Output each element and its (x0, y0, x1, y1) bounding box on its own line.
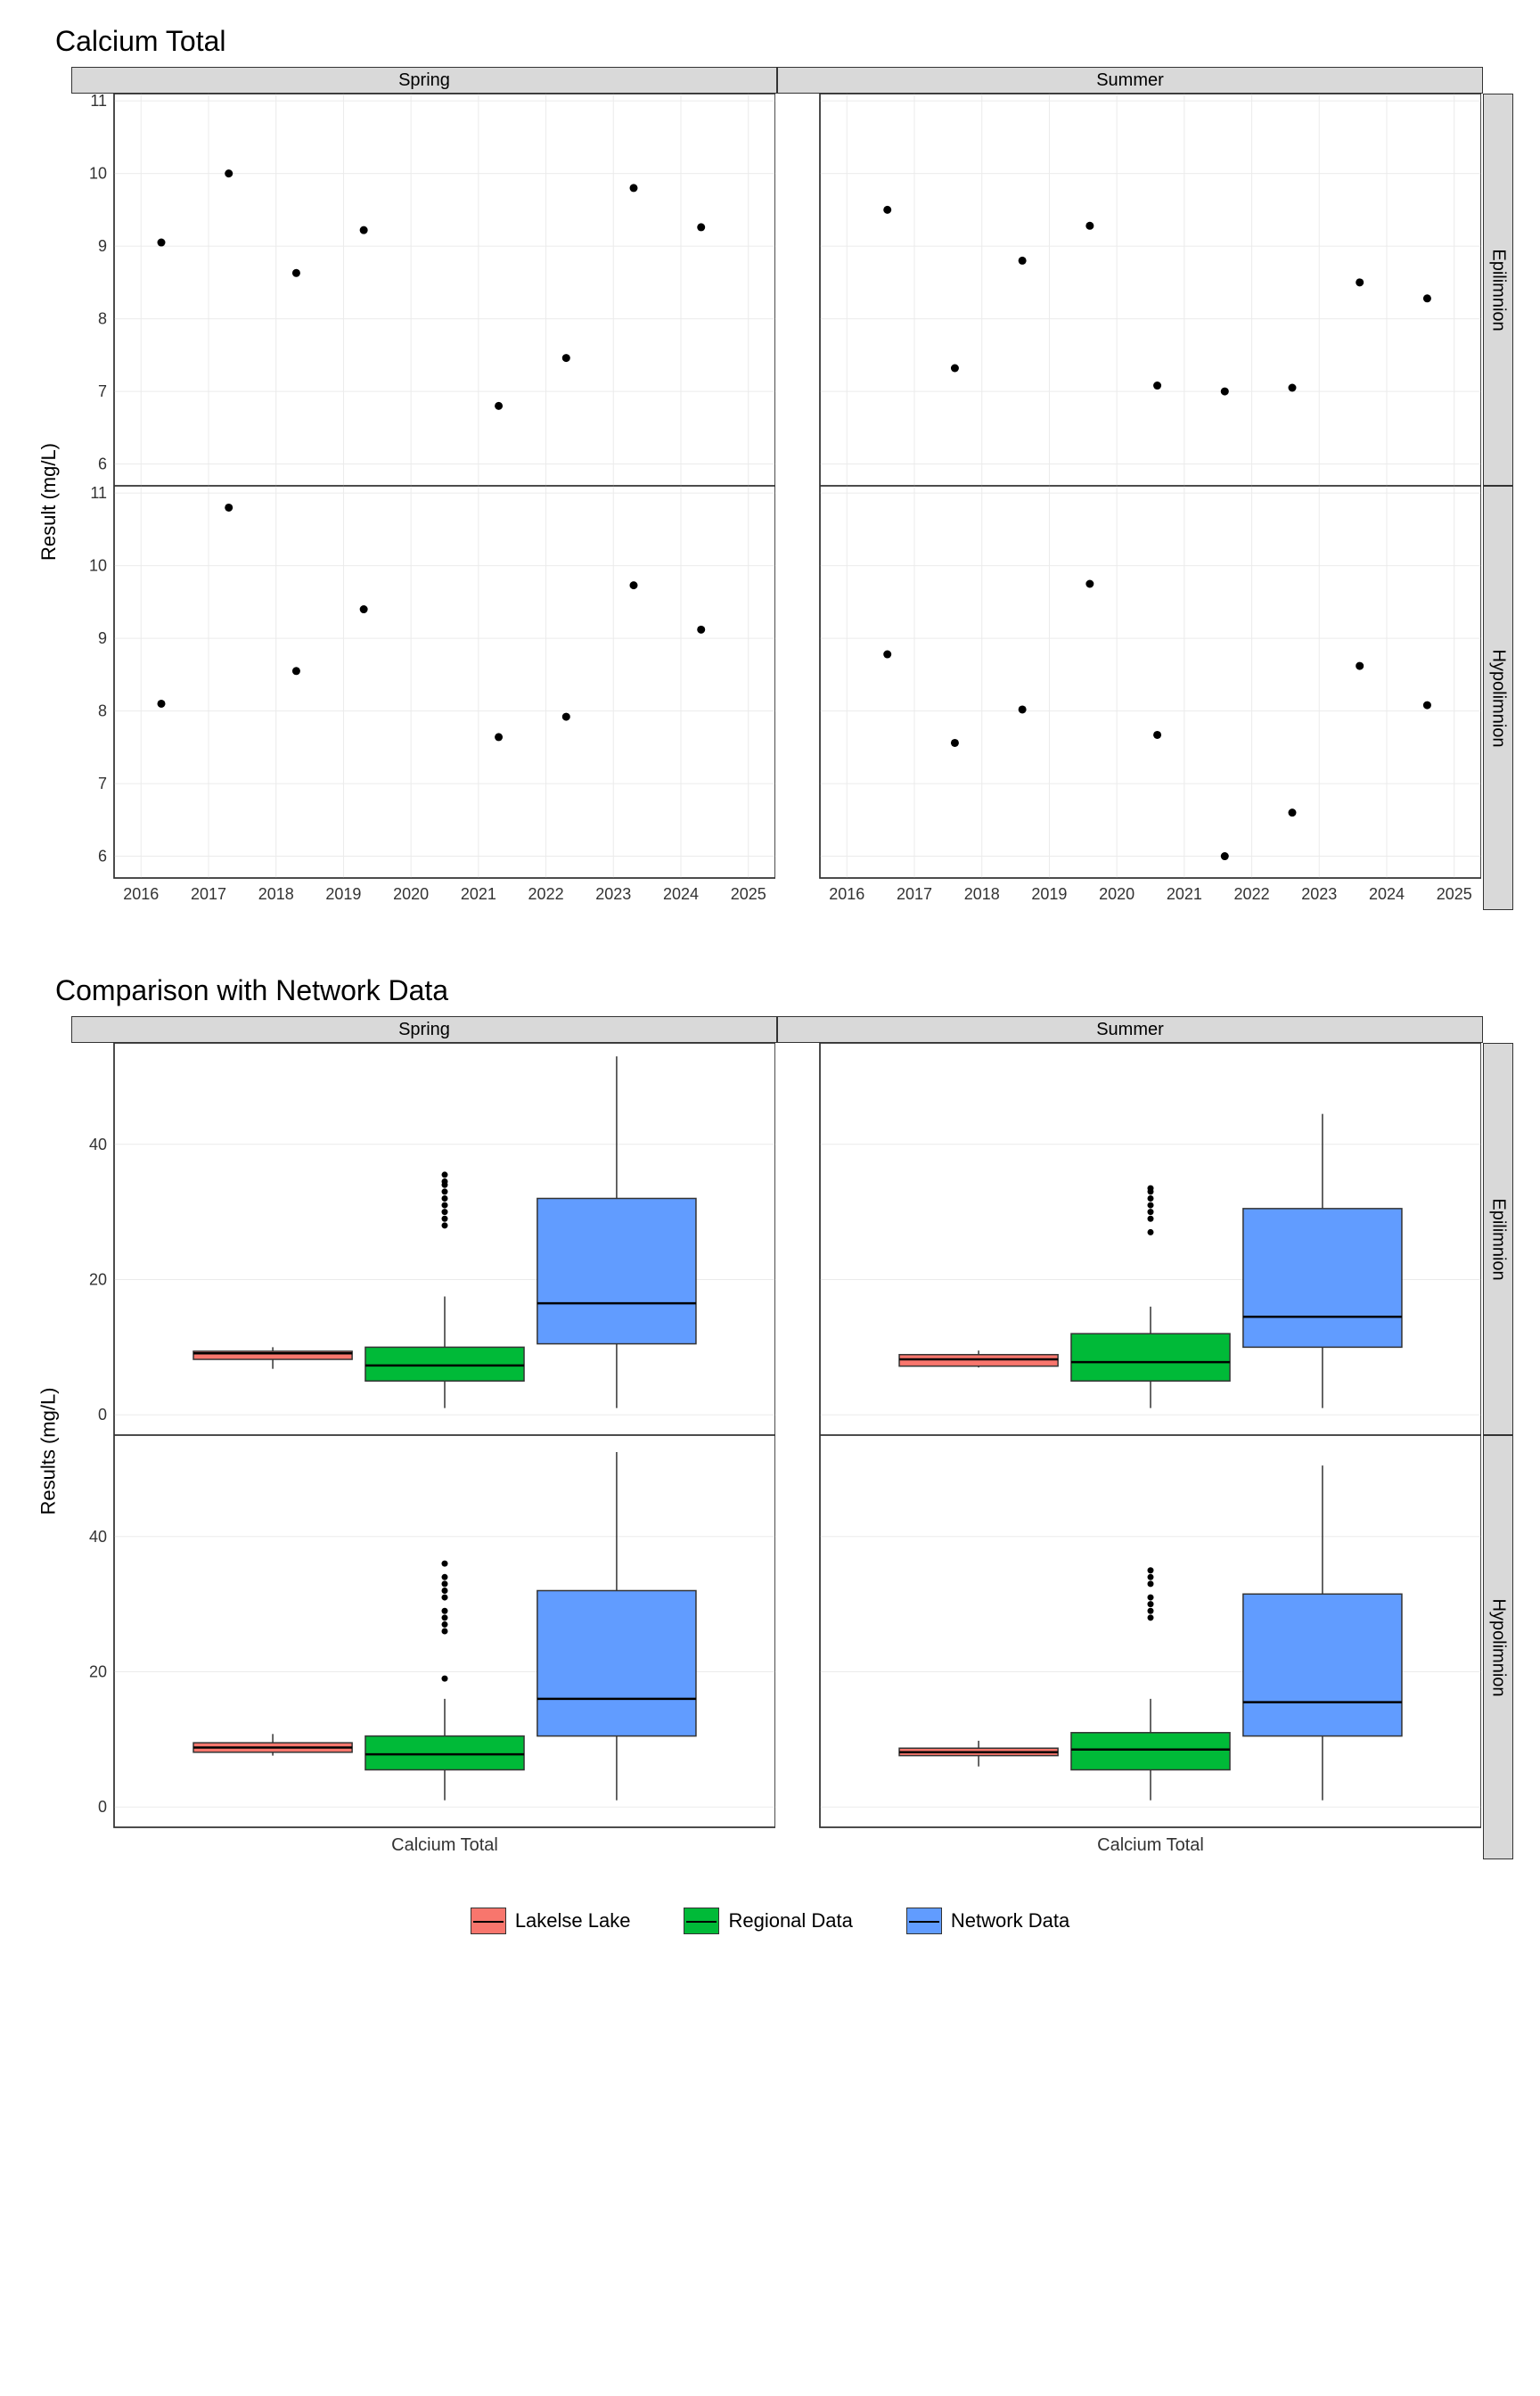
svg-text:2020: 2020 (393, 885, 429, 903)
svg-text:2022: 2022 (528, 885, 564, 903)
svg-text:2022: 2022 (1234, 885, 1270, 903)
svg-text:2021: 2021 (1167, 885, 1202, 903)
svg-text:6: 6 (98, 455, 107, 473)
svg-text:2025: 2025 (1437, 885, 1472, 903)
svg-text:2025: 2025 (731, 885, 766, 903)
scatter-title: Calcium Total (55, 25, 1513, 58)
legend-key (684, 1908, 719, 1934)
legend-item: Regional Data (684, 1908, 852, 1934)
boxchart-panel (777, 1043, 1483, 1435)
page-root: Calcium Total Result (mg/L) Spring Summe… (0, 0, 1540, 1952)
boxchart-y-axis-title: Results (mg/L) (27, 1043, 71, 1859)
boxchart-title: Comparison with Network Data (55, 974, 1513, 1007)
boxchart-row-strip-epi: Epilimnion (1483, 1043, 1513, 1435)
boxchart-row-strip-hypo: Hypolimnion (1483, 1435, 1513, 1859)
svg-text:2019: 2019 (325, 885, 361, 903)
svg-text:Calcium Total: Calcium Total (1097, 1835, 1204, 1855)
svg-text:2019: 2019 (1031, 885, 1067, 903)
svg-text:9: 9 (98, 629, 107, 647)
legend-label: Lakelse Lake (515, 1909, 631, 1932)
svg-text:20: 20 (89, 1271, 107, 1289)
scatter-y-axis-title: Result (mg/L) (27, 94, 71, 910)
legend-label: Network Data (951, 1909, 1069, 1932)
legend-key (471, 1908, 506, 1934)
svg-text:2016: 2016 (829, 885, 864, 903)
svg-text:8: 8 (98, 702, 107, 720)
boxchart-col-strip-summer: Summer (777, 1016, 1483, 1043)
svg-text:2020: 2020 (1099, 885, 1135, 903)
svg-text:9: 9 (98, 237, 107, 255)
legend-item: Lakelse Lake (471, 1908, 631, 1934)
boxchart-col-strip-spring: Spring (71, 1016, 777, 1043)
boxchart-panel: 0 20 40 Calcium Total (71, 1435, 777, 1859)
svg-text:2017: 2017 (191, 885, 226, 903)
svg-text:8: 8 (98, 310, 107, 328)
svg-text:40: 40 (89, 1528, 107, 1546)
svg-text:2024: 2024 (663, 885, 699, 903)
scatter-panel: 6 7 8 9 10 11 2016 2017 2018 2019 2020 2021 2022 2023… (71, 486, 777, 910)
scatter-panel (777, 94, 1483, 486)
boxchart-panel: Calcium Total (777, 1435, 1483, 1859)
scatter-col-strip-spring: Spring (71, 67, 777, 94)
scatter-row-strip-epi: Epilimnion (1483, 94, 1513, 486)
svg-text:2024: 2024 (1369, 885, 1405, 903)
legend-label: Regional Data (728, 1909, 852, 1932)
svg-text:7: 7 (98, 775, 107, 792)
svg-text:0: 0 (98, 1798, 107, 1816)
scatter-facet-grid: Result (mg/L) Spring Summer Epilimnion H… (27, 67, 1513, 931)
svg-text:0: 0 (98, 1406, 107, 1424)
scatter-row-label-epi: Epilimnion (1488, 249, 1509, 331)
legend-key (906, 1908, 942, 1934)
svg-text:10: 10 (89, 557, 107, 575)
boxchart-facet-grid: Results (mg/L) Spring Summer Epilimnion … (27, 1016, 1513, 1881)
svg-text:2017: 2017 (897, 885, 932, 903)
boxchart-y-axis-label: Results (mg/L) (37, 1387, 61, 1514)
scatter-panel: 2016 2017 2018 2019 2020 2021 2022 2023 2024 2025 (777, 486, 1483, 910)
svg-text:2018: 2018 (258, 885, 294, 903)
svg-text:7: 7 (98, 382, 107, 400)
svg-text:2016: 2016 (123, 885, 159, 903)
scatter-col-strip-summer: Summer (777, 67, 1483, 94)
svg-text:11: 11 (90, 94, 107, 110)
svg-text:6: 6 (98, 848, 107, 866)
legend: Lakelse Lake Regional Data Network Data (27, 1908, 1513, 1934)
svg-text:40: 40 (89, 1136, 107, 1153)
svg-text:2023: 2023 (595, 885, 631, 903)
svg-text:11: 11 (90, 486, 107, 502)
scatter-row-label-hypo: Hypolimnion (1488, 649, 1509, 747)
svg-text:10: 10 (89, 165, 107, 183)
svg-text:2021: 2021 (461, 885, 496, 903)
scatter-panel: 6 7 8 9 10 11 (71, 94, 777, 486)
svg-text:20: 20 (89, 1663, 107, 1681)
boxchart-row-label-hypo: Hypolimnion (1488, 1598, 1509, 1696)
boxchart-panel: 0 20 40 (71, 1043, 777, 1435)
legend-item: Network Data (906, 1908, 1069, 1934)
boxchart-row-label-epi: Epilimnion (1488, 1198, 1509, 1280)
svg-text:Calcium Total: Calcium Total (391, 1835, 498, 1855)
svg-text:2018: 2018 (964, 885, 1000, 903)
svg-text:2023: 2023 (1301, 885, 1337, 903)
scatter-y-axis-label: Result (mg/L) (37, 443, 61, 561)
scatter-row-strip-hypo: Hypolimnion (1483, 486, 1513, 910)
